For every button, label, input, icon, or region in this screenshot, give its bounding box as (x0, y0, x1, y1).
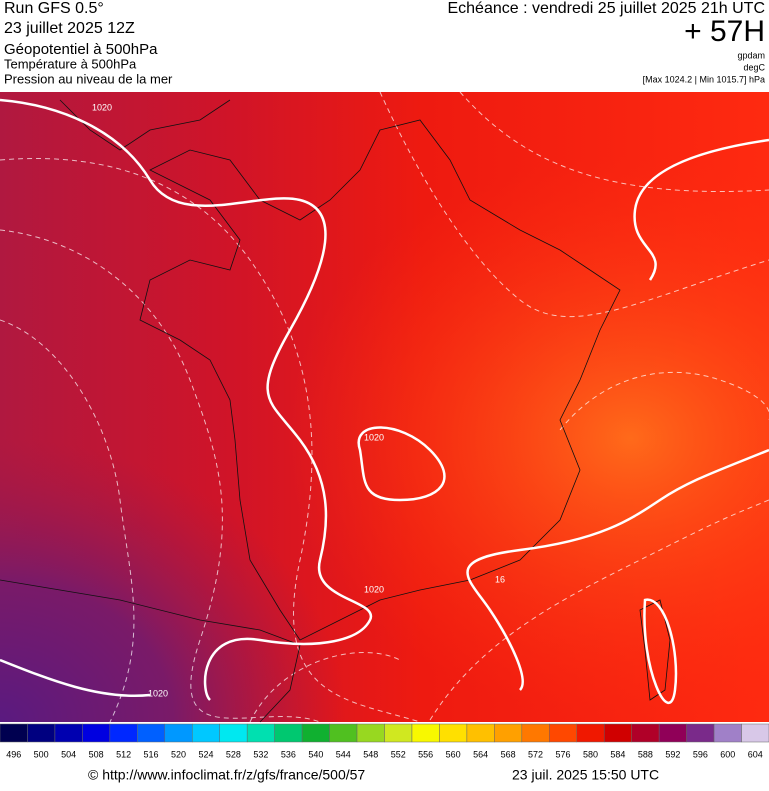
colorbar-swatch (631, 723, 660, 743)
colorbar-swatch (0, 723, 28, 743)
colorbar-label: 504 (61, 749, 76, 759)
colorbar-swatch (384, 723, 413, 743)
colorbar-swatch (54, 723, 83, 743)
colorbar-swatch (603, 723, 632, 743)
colorbar-swatch (521, 723, 550, 743)
colorbar-label: 500 (34, 749, 49, 759)
colorbar-label: 552 (391, 749, 406, 759)
colorbar-swatch (411, 723, 440, 743)
colorbar-swatch (329, 723, 358, 743)
colorbar-label: 592 (665, 749, 680, 759)
colorbar-label: 516 (144, 749, 159, 759)
colorbar-label: 580 (583, 749, 598, 759)
source-url: © http://www.infoclimat.fr/z/gfs/france/… (88, 767, 365, 783)
unit: gpdam (737, 50, 765, 60)
colorbar-swatch (686, 723, 715, 743)
field: Géopotentiel à 500hPa (4, 41, 158, 58)
contour-label: 1020 (92, 102, 112, 112)
colorbar-label: 524 (198, 749, 213, 759)
colorbar-swatch (741, 723, 769, 743)
colorbar-swatch (137, 723, 166, 743)
echeance: Echéance : vendredi 25 juillet 2025 21h … (447, 0, 765, 17)
contour-label: 1020 (364, 584, 384, 594)
colorbar-label: 556 (418, 749, 433, 759)
colorbar-swatch (301, 723, 330, 743)
colorbar-label: 532 (253, 749, 268, 759)
colorbar-label: 572 (528, 749, 543, 759)
colorbar-label: 584 (610, 749, 625, 759)
colorbar-swatch (658, 723, 687, 743)
colorbar-label: 588 (638, 749, 653, 759)
colorbar-swatch (27, 723, 56, 743)
colorbar-label: 544 (336, 749, 351, 759)
isobars (0, 98, 769, 705)
colorbar-label: 512 (116, 749, 131, 759)
coastlines (0, 99, 671, 723)
colorbar-label: 568 (501, 749, 516, 759)
lead-time: + 57H (684, 15, 765, 48)
colorbar-label: 576 (556, 749, 571, 759)
unit: degC (743, 62, 765, 72)
colorbar-label: 496 (6, 749, 21, 759)
colorbar-swatch (494, 723, 523, 743)
run-date: 23 juillet 2025 12Z (4, 20, 135, 37)
colorbar-label: 604 (748, 749, 763, 759)
colorbar-swatch (192, 723, 220, 743)
footer: © http://www.infoclimat.fr/z/gfs/france/… (88, 767, 659, 783)
colorbar-label: 600 (720, 749, 735, 759)
colorbar-swatch (356, 723, 385, 743)
colorbar-swatch (274, 723, 303, 743)
colorbar-label: 520 (171, 749, 186, 759)
colorbar-swatch (164, 723, 193, 743)
colorbar: 496 500 504 508 512 516 520 524 528 532 536 540 544 5… (0, 723, 769, 759)
colorbar-swatch (109, 723, 138, 743)
colorbar-swatch (466, 723, 495, 743)
generated-time: 23 juil. 2025 15:50 UTC (512, 767, 659, 783)
colorbar-swatch (713, 723, 742, 743)
colorbar-label: 540 (308, 749, 323, 759)
colorbar-label: 536 (281, 749, 296, 759)
contour-label: 16 (495, 574, 505, 584)
contour-label: 1020 (148, 688, 168, 698)
run: Run GFS 0.5° (4, 0, 104, 17)
colorbar-swatch (549, 723, 577, 743)
map-field (0, 92, 769, 722)
field: Température à 500hPa (4, 56, 137, 71)
colorbar-swatch (576, 723, 605, 743)
colorbar-label: 564 (473, 749, 488, 759)
colorbar-label: 528 (226, 749, 241, 759)
pressure-range: [Max 1024.2 | Min 1015.7] hPa (643, 74, 765, 84)
colorbar-label: 596 (693, 749, 708, 759)
contour-labels: 1020 1020 1020 1020 16 (92, 102, 505, 698)
colorbar-swatch (439, 723, 468, 743)
colorbar-swatch (219, 723, 248, 743)
contour-label: 1020 (364, 432, 384, 442)
map: 1020 1020 1020 1020 16 (0, 91, 769, 723)
colorbar-label: 508 (89, 749, 104, 759)
colorbar-label: 548 (363, 749, 378, 759)
colorbar-swatch (82, 723, 111, 743)
header: Run GFS 0.5° 23 juillet 2025 12Z Géopote… (4, 0, 766, 86)
colorbar-label: 560 (446, 749, 461, 759)
colorbar-swatch (246, 723, 275, 743)
field: Pression au niveau de la mer (4, 71, 173, 86)
temperature-contours (0, 91, 769, 723)
